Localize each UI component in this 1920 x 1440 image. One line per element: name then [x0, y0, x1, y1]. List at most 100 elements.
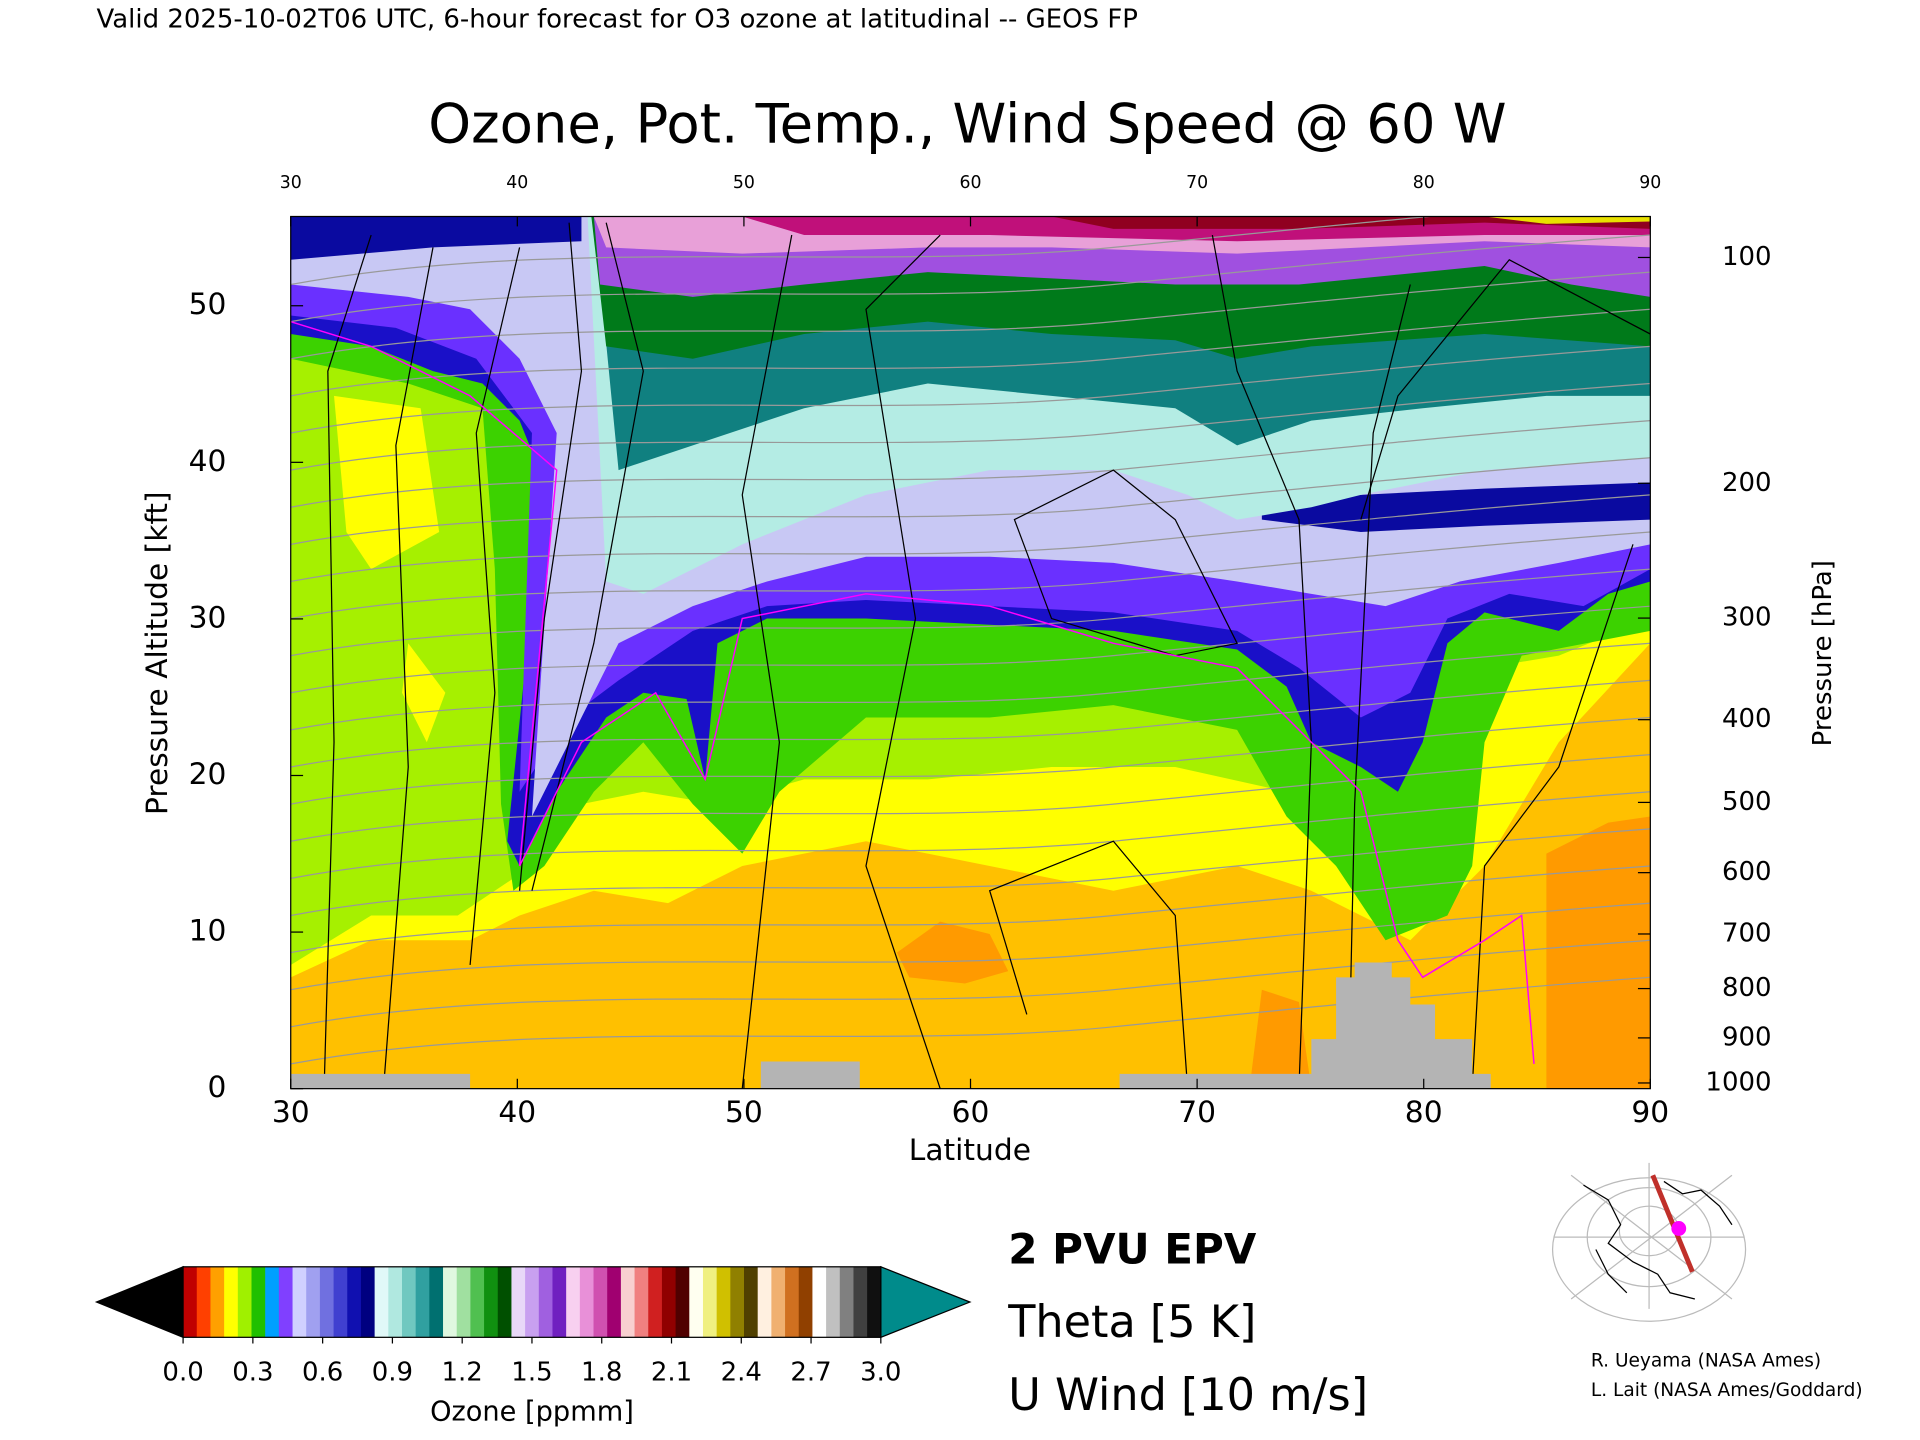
contour-fill — [1051, 216, 1651, 229]
theta-contour — [290, 420, 1651, 508]
legend-label: U Wind [10 m/s] — [1008, 1369, 1368, 1421]
y2-tick-label: 300 — [1722, 603, 1772, 633]
theta-contour — [290, 531, 1651, 620]
map-grid — [1553, 1162, 1745, 1309]
x-tick-label: 50 — [725, 1095, 763, 1130]
theta-contour — [290, 271, 1651, 360]
y2-tick-label: 500 — [1722, 787, 1772, 817]
contour-field — [290, 216, 1651, 1089]
wind-contour — [1211, 234, 1312, 1089]
y2-tick-label: 600 — [1722, 857, 1772, 887]
theta-contour — [290, 568, 1651, 657]
colorbar-swatch — [388, 1266, 403, 1338]
topography — [290, 962, 1491, 1089]
colorbar-swatch — [484, 1266, 499, 1338]
chart-title: Ozone, Pot. Temp., Wind Speed @ 60 W — [428, 92, 1506, 156]
credit: R. Ueyama (NASA Ames) — [1591, 1350, 1821, 1371]
y-tick-label: 50 — [189, 287, 227, 322]
colorbar-swatch — [401, 1266, 417, 1338]
y2-tick-label: 400 — [1722, 704, 1772, 734]
y2-tick-label: 200 — [1722, 468, 1772, 498]
x-tick-label: 80 — [1405, 1095, 1443, 1130]
colorbar-swatch — [716, 1266, 731, 1338]
y-tick-label: 10 — [189, 914, 227, 949]
theta-contour — [290, 865, 1651, 954]
y-tick-label: 30 — [189, 600, 227, 635]
colorbar-swatch — [785, 1266, 800, 1338]
theta-contour — [290, 828, 1651, 917]
y2-tick-label: 1000 — [1705, 1067, 1771, 1097]
wind-contour — [469, 247, 521, 966]
colorbar-swatch — [661, 1266, 677, 1338]
colorbar-swatch — [634, 1266, 649, 1338]
colorbar-swatch — [744, 1266, 759, 1338]
colorbar-swatch — [292, 1266, 307, 1338]
colorbar-tick-label: 3.0 — [860, 1358, 901, 1388]
locator-map — [1550, 1160, 1749, 1322]
wind-contour — [1360, 259, 1651, 520]
wind-contour — [1347, 284, 1411, 1089]
theta-contour — [290, 791, 1651, 879]
colorbar-swatch — [620, 1266, 636, 1338]
colorbar-swatch — [333, 1266, 348, 1338]
x-top-tick-label: 40 — [506, 173, 528, 193]
colorbar-swatch — [511, 1266, 526, 1338]
y2-axis-label: Pressure [hPa] — [1808, 560, 1838, 746]
colorbar-swatch — [470, 1266, 485, 1338]
credit: L. Lait (NASA Ames/Goddard) — [1591, 1380, 1863, 1401]
wind-contour — [1471, 544, 1634, 1089]
colorbar-swatch — [607, 1266, 622, 1338]
colorbar-swatch — [566, 1266, 581, 1338]
theta-contour — [290, 716, 1651, 805]
x-tick-label: 30 — [272, 1095, 310, 1130]
contour-fill — [896, 816, 1651, 1089]
colorbar-swatch — [771, 1266, 786, 1338]
y2-tick-label: 700 — [1722, 918, 1772, 948]
wind-contour — [988, 840, 1189, 1089]
colorbar-swatch — [415, 1266, 430, 1338]
colorbar-swatch — [456, 1266, 472, 1338]
colorbar-swatch — [730, 1266, 745, 1338]
colorbar-swatch — [265, 1266, 280, 1338]
colorbar-tick-label: 2.7 — [790, 1358, 831, 1388]
legend-label: Theta [5 K] — [1007, 1296, 1256, 1348]
colorbar-swatch — [210, 1266, 225, 1338]
theta-contour — [290, 939, 1651, 1028]
colorbar-over — [880, 1265, 972, 1339]
theta-contour — [290, 754, 1651, 842]
wind-contour — [323, 234, 372, 1089]
y-tick-label: 0 — [208, 1070, 227, 1105]
colorbar-tick-label: 0.0 — [162, 1358, 203, 1388]
x-top-tick-label: 30 — [280, 173, 302, 193]
y2-tick-label: 800 — [1722, 973, 1772, 1003]
x-top-tick-label: 60 — [960, 173, 982, 193]
header: Valid 2025-10-02T06 UTC, 6-hour forecast… — [96, 4, 1137, 34]
theta-contour — [290, 345, 1651, 434]
theta-contour — [290, 234, 1651, 323]
section-point — [1671, 1221, 1687, 1236]
colorbar-tick-label: 1.5 — [511, 1358, 552, 1388]
x-top-tick-label: 70 — [1186, 173, 1208, 193]
y2-tick-label: 100 — [1722, 242, 1772, 272]
x-tick-label: 60 — [952, 1095, 990, 1130]
pv-contour — [290, 320, 1535, 1064]
colorbar-swatch — [183, 1266, 198, 1338]
colorbar-swatch — [374, 1266, 389, 1338]
y-axis-label: Pressure Altitude [kft] — [140, 491, 175, 815]
colorbar-swatch — [278, 1266, 294, 1338]
wind-contour — [531, 222, 644, 891]
theta-contour — [290, 457, 1651, 545]
theta-contour — [290, 216, 1436, 286]
x-tick-label: 90 — [1631, 1095, 1669, 1130]
colorbar-swatch — [525, 1266, 540, 1338]
y-tick-label: 20 — [189, 757, 227, 792]
contour-fill — [1484, 216, 1651, 224]
colorbar-swatch — [319, 1266, 335, 1338]
wind-contour — [382, 247, 434, 1089]
wind-contour — [741, 234, 793, 1089]
colorbar-swatch — [196, 1266, 212, 1338]
colorbar-tick-label: 0.9 — [372, 1358, 413, 1388]
contour-fill — [334, 395, 446, 743]
colorbar-swatch — [648, 1266, 663, 1338]
